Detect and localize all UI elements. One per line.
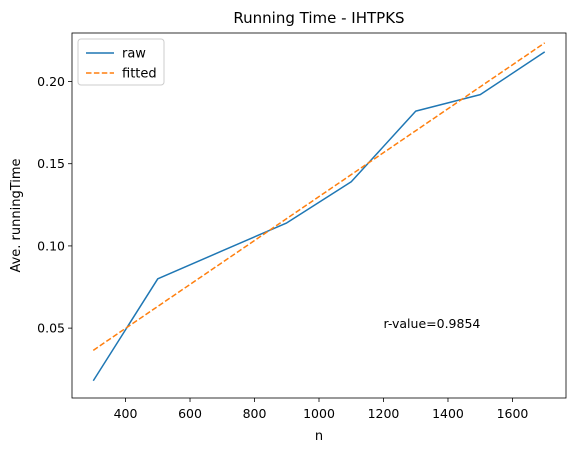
y-tick-label: 0.15 xyxy=(37,156,65,171)
y-tick-label: 0.05 xyxy=(37,321,65,336)
x-tick-label: 400 xyxy=(114,406,138,421)
y-axis: 0.05 0.10 0.15 0.20 xyxy=(37,74,72,336)
chart-title: Running Time - IHTPKS xyxy=(233,9,404,27)
x-tick-label: 1000 xyxy=(303,406,335,421)
x-tick-label: 800 xyxy=(243,406,267,421)
legend-box xyxy=(77,38,165,86)
legend-label-raw: raw xyxy=(122,47,146,62)
series-line-raw xyxy=(92,51,546,382)
series-line-fitted xyxy=(92,42,546,351)
legend-label-fitted: fitted xyxy=(122,67,157,82)
x-tick-label: 1200 xyxy=(368,406,400,421)
x-axis: 400 600 800 1000 1200 1400 1600 xyxy=(114,398,529,421)
legend: raw fitted xyxy=(77,38,165,86)
x-tick-label: 600 xyxy=(178,406,202,421)
y-tick-label: 0.20 xyxy=(37,74,65,89)
y-axis-label: Ave. runningTime xyxy=(9,158,24,272)
x-tick-label: 1600 xyxy=(497,406,529,421)
y-tick-label: 0.10 xyxy=(37,238,65,253)
plot-area xyxy=(92,42,546,382)
x-tick-label: 1400 xyxy=(432,406,464,421)
r-value-annotation: r-value=0.9854 xyxy=(383,316,480,331)
x-axis-label: n xyxy=(315,429,323,444)
